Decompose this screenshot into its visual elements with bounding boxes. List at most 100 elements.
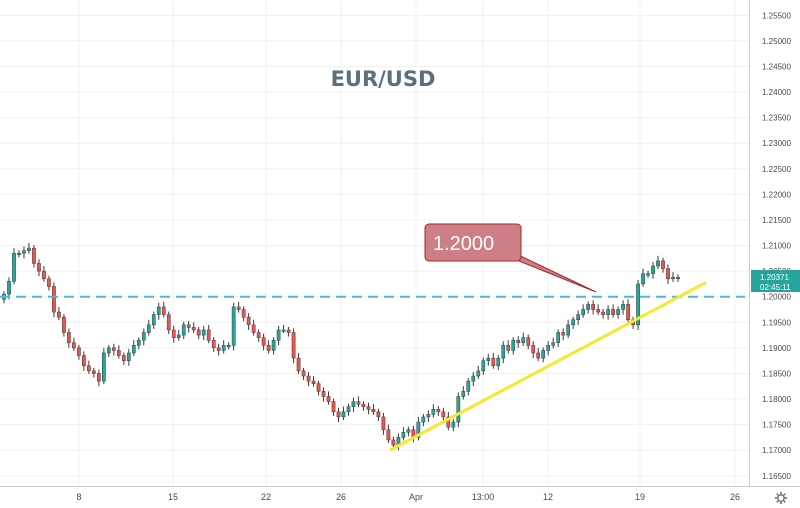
y-tick-label: 1.19000	[762, 344, 791, 353]
candle-body	[406, 429, 411, 433]
candle-body	[326, 396, 331, 402]
y-tick-label: 1.23000	[762, 139, 791, 148]
y-tick-label: 1.25000	[762, 37, 791, 46]
candle-body	[541, 350, 546, 359]
y-tick-label: 1.22000	[762, 190, 791, 199]
candle-body	[151, 314, 156, 326]
candle-body	[486, 357, 491, 361]
candle-body	[451, 421, 456, 428]
support-trendline	[389, 281, 707, 452]
chart-title: EUR/USD	[331, 67, 436, 91]
candle-body	[92, 370, 96, 374]
candle-body	[576, 314, 580, 320]
x-tick-label: 13:00	[472, 492, 495, 502]
candle-body	[281, 329, 286, 332]
candle-body	[261, 337, 266, 346]
candle-body	[366, 406, 371, 410]
candle-body	[111, 347, 116, 351]
candle-body	[22, 250, 26, 254]
candle-body	[266, 345, 271, 351]
candle-body	[556, 332, 561, 344]
candle-body	[246, 316, 251, 326]
x-tick-label: 26	[730, 492, 740, 502]
current-price-box	[751, 270, 800, 292]
candle-body	[336, 411, 341, 418]
candle-body	[72, 342, 76, 349]
y-axis-ticks: 1.25500 1.25000 1.24500 1.24000 1.23500 1.230…	[762, 11, 791, 480]
candle-body	[641, 273, 645, 285]
candle-body	[97, 373, 101, 382]
candle-body	[376, 411, 381, 418]
x-tick-label: 19	[635, 492, 645, 502]
candle-body	[646, 273, 650, 276]
candle-body	[636, 283, 640, 326]
candle-body	[361, 403, 366, 407]
candle-body	[186, 324, 191, 328]
candle-body	[82, 355, 86, 367]
candle-body	[57, 311, 61, 318]
candle-body	[596, 309, 600, 313]
candle-body	[491, 357, 496, 367]
candle-body	[226, 345, 231, 348]
y-tick-label: 1.17500	[762, 421, 791, 430]
candle-body	[441, 411, 446, 418]
candle-body	[401, 432, 406, 438]
candle-body	[47, 278, 51, 287]
settings-gear-icon[interactable]	[775, 492, 787, 504]
candle-body	[501, 345, 506, 359]
y-tick-label: 1.22500	[762, 165, 791, 174]
y-tick-label: 1.24000	[762, 88, 791, 97]
x-tick-label: Apr	[409, 492, 423, 502]
candle-body	[341, 411, 346, 418]
candle-body	[201, 329, 206, 336]
candle-body	[146, 324, 151, 333]
candle-body	[296, 357, 301, 372]
candle-body	[67, 332, 71, 344]
candle-body	[616, 309, 620, 315]
candle-body	[666, 268, 670, 280]
candle-body	[621, 304, 625, 310]
candle-body	[461, 391, 466, 397]
candle-body	[466, 380, 471, 392]
candle-body	[131, 345, 136, 354]
candle-body	[251, 324, 256, 333]
candle-body	[12, 252, 16, 282]
candle-body	[421, 416, 426, 423]
candle-body	[671, 277, 675, 280]
candle-body	[42, 270, 46, 280]
y-tick-label: 1.19500	[762, 318, 791, 327]
candle-body	[27, 247, 31, 251]
current-price-label: 1.20371	[760, 273, 789, 282]
y-tick-label: 1.16500	[762, 472, 791, 481]
x-tick-label: 15	[168, 492, 178, 502]
candle-body	[7, 281, 11, 295]
candle-body	[191, 327, 196, 331]
candle-body	[52, 286, 56, 313]
candle-body	[236, 306, 241, 310]
candle-body	[276, 329, 281, 341]
candle-body	[511, 339, 516, 351]
y-tick-label: 1.17000	[762, 446, 791, 455]
y-tick-label: 1.21500	[762, 216, 791, 225]
y-tick-label: 1.25500	[762, 11, 791, 20]
candle-body	[521, 337, 526, 344]
candle-body	[161, 306, 166, 315]
candle-body	[656, 260, 660, 267]
candle-body	[211, 339, 216, 349]
candle-body	[176, 334, 181, 338]
candle-body	[371, 409, 376, 413]
candle-body	[301, 370, 306, 377]
candle-body	[471, 375, 476, 382]
x-axis-ticks: 8 15 22 26 Apr 13:00 12 19 26	[76, 492, 740, 502]
y-tick-label: 1.20000	[762, 293, 791, 302]
candle-body	[561, 332, 566, 336]
candle-body	[121, 355, 126, 361]
candle-body	[431, 409, 436, 415]
candle-body	[221, 345, 226, 351]
candle-body	[271, 339, 276, 351]
candle-body	[546, 345, 551, 351]
candle-body	[416, 421, 421, 438]
candle-body	[346, 406, 351, 413]
candle-body	[156, 306, 161, 315]
